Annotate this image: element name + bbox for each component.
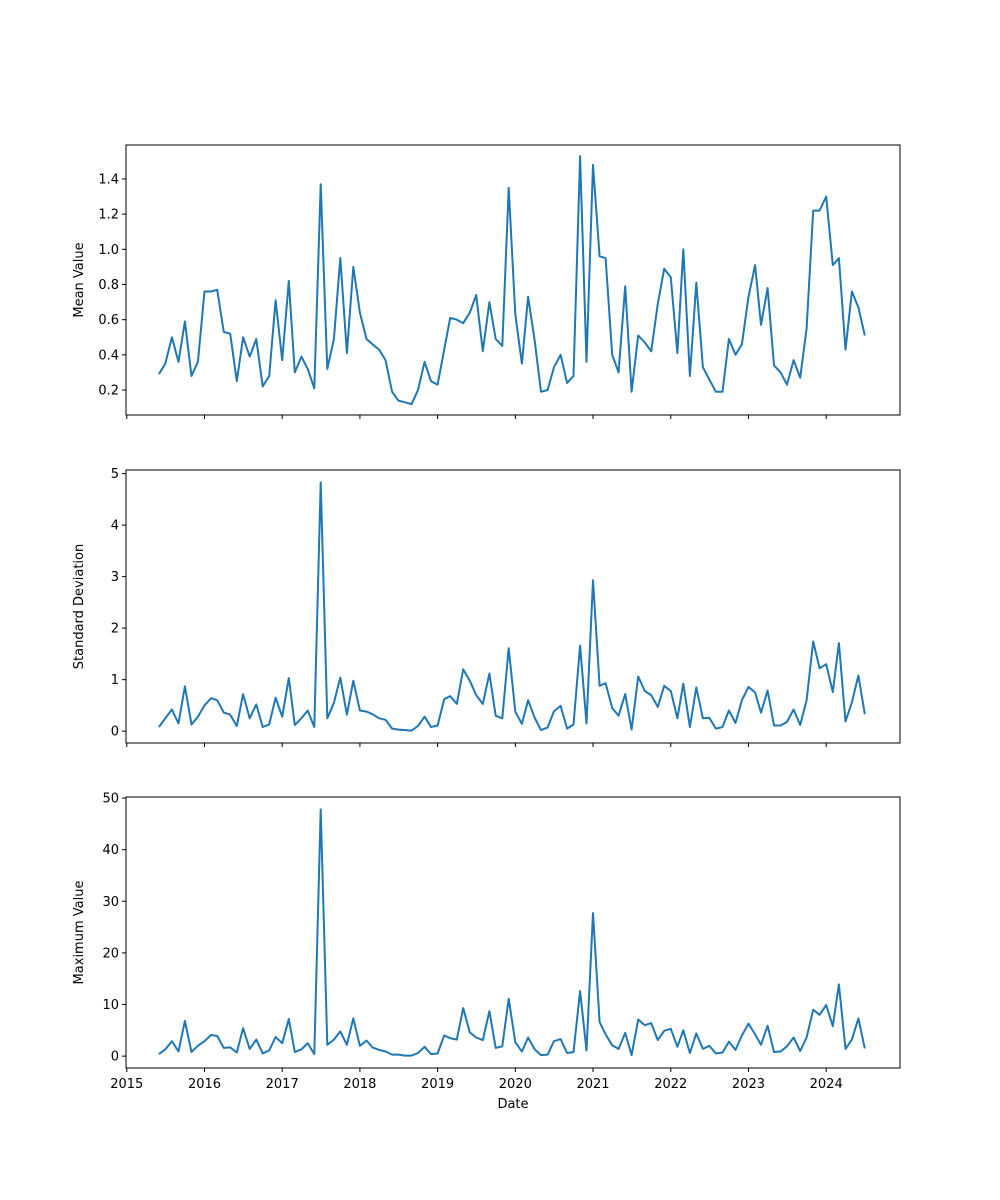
y-tick-label: 1.2 [98,208,119,223]
y-tick-label: 10 [102,998,119,1013]
y-axis-label: Standard Deviation [72,544,87,669]
axes-frame [125,469,901,744]
x-tick-label: 2017 [266,1077,299,1092]
y-axis-label: Mean Value [72,242,87,317]
x-tick-label: 2018 [343,1077,376,1092]
subplot-mean: 0.2 0.4 0.6 0.8 1.0 1.2 1.4 Mean Value [72,144,901,419]
y-tick-label: 20 [102,946,119,961]
mean-series-line [158,155,866,406]
y-tick-label: 0 [111,1050,119,1065]
y-tick-label: 40 [102,843,119,858]
y-tick-label: 0.2 [98,384,119,399]
axes-frame [125,796,901,1069]
x-tick-label: 2016 [188,1077,221,1092]
x-tick-label: 2021 [576,1077,609,1092]
y-tick-label: 4 [111,519,119,534]
y-tick-label: 3 [111,570,119,585]
y-tick-label: 2 [111,622,119,637]
y-tick-label: 1.4 [98,172,119,187]
x-tick-label: 2015 [110,1077,143,1092]
y-tick-label: 0 [111,725,119,740]
y-tick-label: 1 [111,673,119,688]
y-tick-label: 5 [111,467,119,482]
x-tick-label: 2024 [810,1077,843,1092]
y-axis-label: Maximum Value [72,881,87,985]
y-tick-label: 0.6 [98,313,119,328]
x-axis-label: Date [497,1097,528,1112]
y-tick-label: 30 [102,895,119,910]
y-tick-label: 0.8 [98,278,119,293]
std-series-line [158,481,866,732]
subplot-std: 0 1 2 3 4 5 Standard Deviation [72,467,901,747]
y-tick-label: 1.0 [98,243,119,258]
x-tick-label: 2023 [732,1077,765,1092]
max-series-line [158,808,866,1057]
y-tick-label: 0.4 [98,348,119,363]
x-tick-label: 2022 [654,1077,687,1092]
x-tick-label: 2020 [499,1077,532,1092]
x-tick-label: 2019 [421,1077,454,1092]
axes-frame [125,144,901,416]
subplot-max: 0 10 20 30 40 50 2015 2016 2017 2018 2019 2020 2021 2… [72,792,901,1112]
y-tick-label: 50 [102,792,119,807]
